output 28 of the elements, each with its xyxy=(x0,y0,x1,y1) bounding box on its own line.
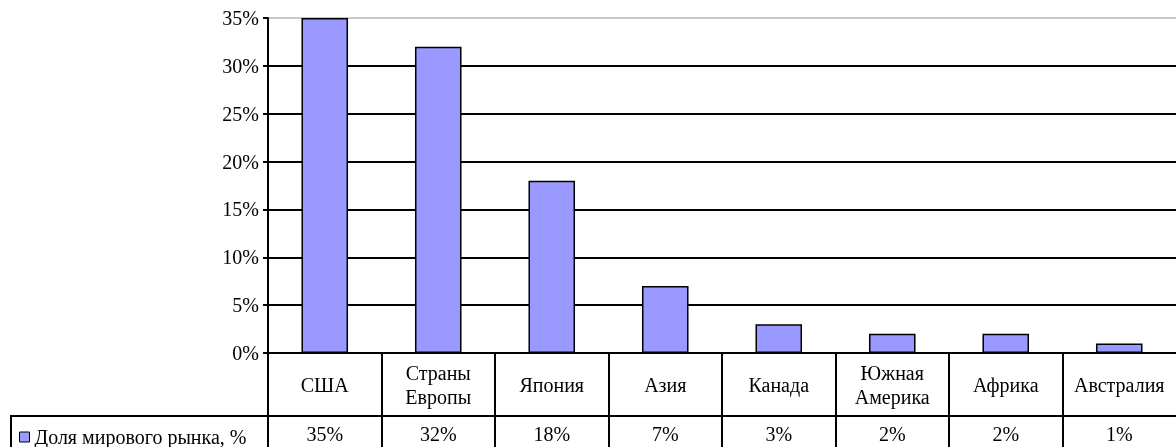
bar xyxy=(755,324,803,353)
x-tick-label: Азия xyxy=(644,373,687,396)
y-tick-label: 25% xyxy=(222,102,259,125)
bar xyxy=(868,333,916,353)
x-tick-label: США xyxy=(300,373,350,396)
x-tick-label: Канада xyxy=(748,373,810,397)
data-label: 2% xyxy=(991,422,1021,446)
y-tick-label: 10% xyxy=(222,246,259,269)
data-label: 1% xyxy=(1104,422,1134,446)
x-tick-label: Южная Америка xyxy=(854,361,930,409)
y-tick-label: 30% xyxy=(222,54,259,77)
x-tick-label: Африка xyxy=(972,373,1039,397)
y-tick-label: 5% xyxy=(232,294,259,317)
data-label: 3% xyxy=(764,422,794,446)
bar xyxy=(982,333,1030,353)
x-tick-label: Япония xyxy=(519,373,585,396)
y-tick-label: 20% xyxy=(222,150,259,173)
data-label: 32% xyxy=(418,422,458,446)
x-tick-label: Австралия xyxy=(1073,373,1165,397)
y-tick-label: 35% xyxy=(222,7,259,29)
x-tick-label: Страны Европы xyxy=(405,361,472,409)
y-tick-label: 15% xyxy=(222,198,259,221)
data-label: 2% xyxy=(877,422,907,446)
data-label: 7% xyxy=(650,422,680,446)
y-tick-label: 0% xyxy=(232,342,259,364)
bar xyxy=(1095,343,1143,353)
data-label: 35% xyxy=(305,422,345,446)
data-label: 18% xyxy=(532,422,572,446)
